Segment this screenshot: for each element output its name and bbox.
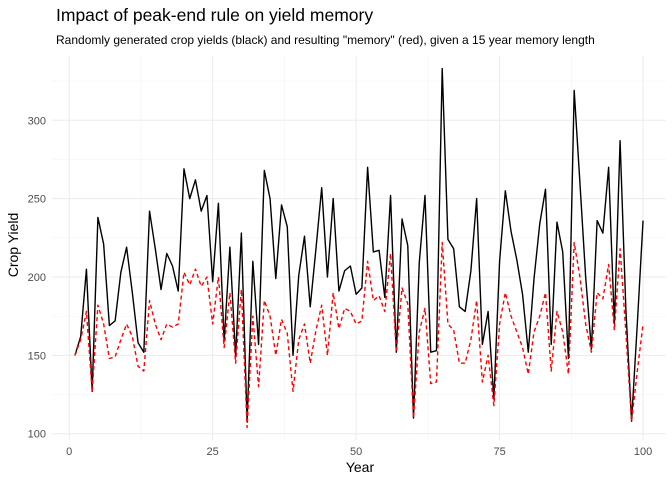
x-axis-title: Year [346, 459, 375, 475]
major-gridlines [52, 56, 666, 440]
x-axis-ticks: 0 25 50 75 100 [66, 446, 652, 458]
y-axis-title: Crop Yield [5, 213, 21, 278]
y-tick-label: 150 [28, 350, 46, 362]
series-layer [74, 67, 644, 429]
yield-memory-line [74, 241, 644, 429]
x-tick-label: 50 [350, 446, 362, 458]
chart-subtitle: Randomly generated crop yields (black) a… [56, 33, 595, 47]
x-tick-label: 25 [207, 446, 219, 458]
x-tick-label: 100 [634, 446, 652, 458]
x-tick-label: 0 [66, 446, 72, 458]
chart-title: Impact of peak-end rule on yield memory [56, 5, 373, 25]
y-tick-label: 100 [28, 429, 46, 441]
y-axis-ticks: 100 150 200 250 300 [28, 115, 46, 440]
x-tick-label: 75 [493, 446, 505, 458]
crop-yield-line [74, 67, 644, 422]
plot-panel [52, 56, 666, 440]
y-tick-label: 200 [28, 272, 46, 284]
y-tick-label: 300 [28, 115, 46, 127]
y-tick-label: 250 [28, 194, 46, 206]
